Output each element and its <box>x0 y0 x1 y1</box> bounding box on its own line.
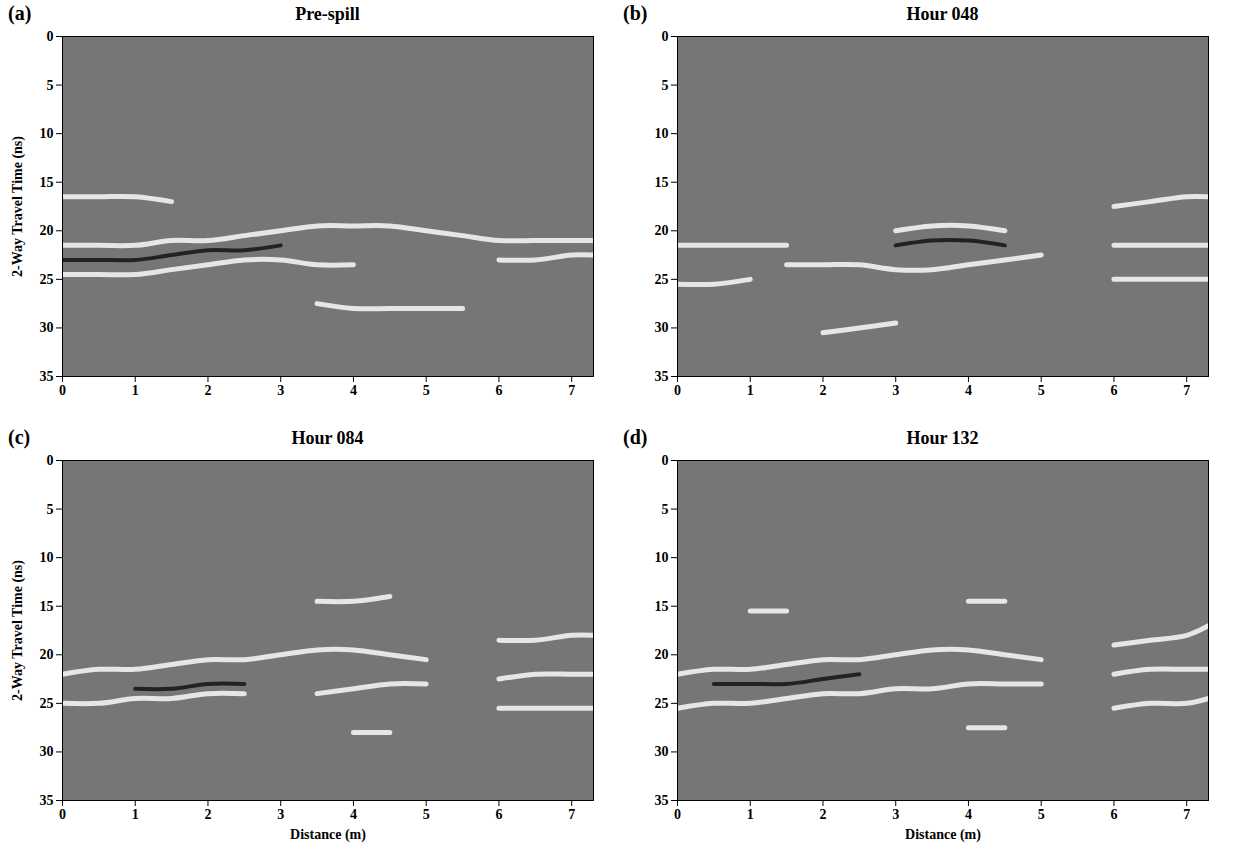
svg-text:35: 35 <box>40 793 54 808</box>
svg-text:15: 15 <box>40 175 54 190</box>
svg-text:35: 35 <box>40 369 54 384</box>
svg-text:6: 6 <box>495 383 502 398</box>
svg-text:2: 2 <box>204 807 211 822</box>
html-text:(a): (a) <box>8 2 32 24</box>
svg-text:5: 5 <box>662 502 669 517</box>
svg-text:10: 10 <box>655 126 669 141</box>
svg-text:6: 6 <box>1110 383 1117 398</box>
svg-text:1: 1 <box>747 807 754 822</box>
svg-text:3: 3 <box>277 383 284 398</box>
svg-text:10: 10 <box>40 550 54 565</box>
html-text:Hour 132: Hour 132 <box>906 428 979 448</box>
svg-text:5: 5 <box>423 383 430 398</box>
svg-text:6: 6 <box>1110 807 1117 822</box>
svg-text:7: 7 <box>1183 383 1190 398</box>
svg-text:25: 25 <box>655 272 669 287</box>
svg-text:5: 5 <box>1038 807 1045 822</box>
html-text:(d): (d) <box>623 426 648 448</box>
html-text:Hour 048: Hour 048 <box>906 4 979 24</box>
svg-text:0: 0 <box>674 383 681 398</box>
svg-text:7: 7 <box>1183 807 1190 822</box>
svg-text:30: 30 <box>40 744 54 759</box>
svg-text:2: 2 <box>819 383 826 398</box>
svg-text:1: 1 <box>132 807 139 822</box>
svg-text:30: 30 <box>655 320 669 335</box>
svg-text:35: 35 <box>655 793 669 808</box>
html-text:(c): (c) <box>8 426 31 448</box>
svg-text:5: 5 <box>423 807 430 822</box>
svg-text:15: 15 <box>40 599 54 614</box>
svg-text:15: 15 <box>655 599 669 614</box>
svg-text:30: 30 <box>40 320 54 335</box>
svg-text:2: 2 <box>819 807 826 822</box>
svg-text:25: 25 <box>40 696 54 711</box>
svg-text:0: 0 <box>59 807 66 822</box>
svg-text:4: 4 <box>965 383 972 398</box>
svg-text:10: 10 <box>655 550 669 565</box>
svg-text:25: 25 <box>655 696 669 711</box>
svg-text:5: 5 <box>1038 383 1045 398</box>
svg-text:0: 0 <box>47 453 54 468</box>
svg-text:20: 20 <box>655 647 669 662</box>
svg-text:1: 1 <box>747 383 754 398</box>
svg-text:Distance (m): Distance (m) <box>905 827 981 843</box>
svg-text:5: 5 <box>47 78 54 93</box>
svg-text:7: 7 <box>568 383 575 398</box>
svg-text:6: 6 <box>495 807 502 822</box>
svg-text:0: 0 <box>674 807 681 822</box>
svg-text:15: 15 <box>655 175 669 190</box>
html-text:(b): (b) <box>623 2 648 24</box>
svg-text:0: 0 <box>662 29 669 44</box>
svg-text:25: 25 <box>40 272 54 287</box>
svg-text:0: 0 <box>662 453 669 468</box>
svg-text:2: 2 <box>204 383 211 398</box>
svg-text:30: 30 <box>655 744 669 759</box>
svg-text:4: 4 <box>350 807 357 822</box>
svg-text:Distance (m): Distance (m) <box>290 827 366 843</box>
svg-text:1: 1 <box>132 383 139 398</box>
svg-text:5: 5 <box>662 78 669 93</box>
svg-text:3: 3 <box>892 807 899 822</box>
svg-text:2-Way Travel Time (ns): 2-Way Travel Time (ns) <box>10 136 26 277</box>
html-text:Hour 084: Hour 084 <box>291 428 364 448</box>
svg-text:3: 3 <box>277 807 284 822</box>
svg-text:5: 5 <box>47 502 54 517</box>
svg-text:20: 20 <box>40 223 54 238</box>
svg-text:4: 4 <box>350 383 357 398</box>
svg-text:3: 3 <box>892 383 899 398</box>
svg-text:2-Way Travel Time (ns): 2-Way Travel Time (ns) <box>10 560 26 701</box>
html-text:Pre-spill: Pre-spill <box>295 4 360 24</box>
svg-text:20: 20 <box>655 223 669 238</box>
svg-text:7: 7 <box>568 807 575 822</box>
svg-text:35: 35 <box>655 369 669 384</box>
svg-text:0: 0 <box>47 29 54 44</box>
svg-text:10: 10 <box>40 126 54 141</box>
svg-text:20: 20 <box>40 647 54 662</box>
svg-text:4: 4 <box>965 807 972 822</box>
svg-text:0: 0 <box>59 383 66 398</box>
